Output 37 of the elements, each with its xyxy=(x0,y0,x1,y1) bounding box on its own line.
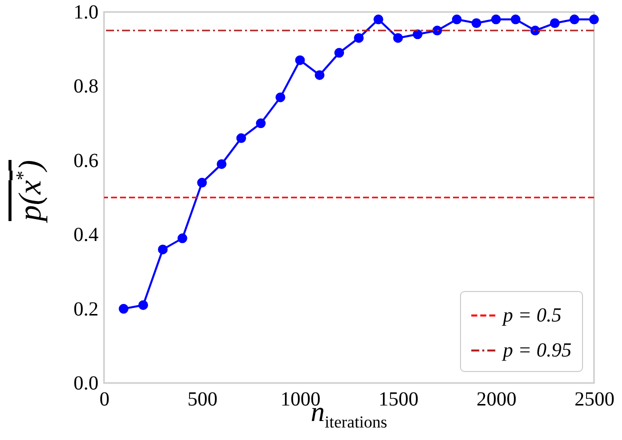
point xyxy=(393,33,403,43)
point xyxy=(118,304,128,314)
point xyxy=(314,70,324,80)
point xyxy=(354,33,364,43)
y-tick-label: 0.2 xyxy=(74,298,98,320)
point xyxy=(432,26,442,36)
point xyxy=(374,14,384,24)
point xyxy=(295,55,305,66)
legend-label: p = 0.5 xyxy=(501,304,562,326)
y-tick-label: 0.6 xyxy=(74,150,98,172)
point xyxy=(236,133,246,144)
x-tick-label: 500 xyxy=(188,388,218,410)
point xyxy=(452,14,462,24)
point xyxy=(256,118,266,128)
point xyxy=(197,178,207,188)
point xyxy=(276,92,286,102)
point xyxy=(178,233,188,244)
y-tick-label: 1.0 xyxy=(74,2,98,24)
x-tick-label: 1500 xyxy=(378,388,418,410)
point xyxy=(472,18,482,28)
point xyxy=(491,14,501,24)
point xyxy=(570,14,580,24)
y-tick-label: 0.4 xyxy=(74,224,98,246)
point xyxy=(589,14,599,24)
y-tick-label: 0.0 xyxy=(74,372,98,394)
point xyxy=(158,244,168,254)
point xyxy=(138,300,148,310)
point xyxy=(550,18,560,28)
x-tick-label: 2500 xyxy=(574,388,614,410)
x-tick-label: 2000 xyxy=(476,388,516,410)
point xyxy=(216,159,226,169)
y-tick-label: 0.8 xyxy=(74,76,98,98)
point xyxy=(334,48,344,58)
legend-label: p = 0.95 xyxy=(501,340,572,362)
x-tick-label: 0 xyxy=(100,388,110,410)
point xyxy=(412,29,422,40)
point xyxy=(510,14,520,24)
